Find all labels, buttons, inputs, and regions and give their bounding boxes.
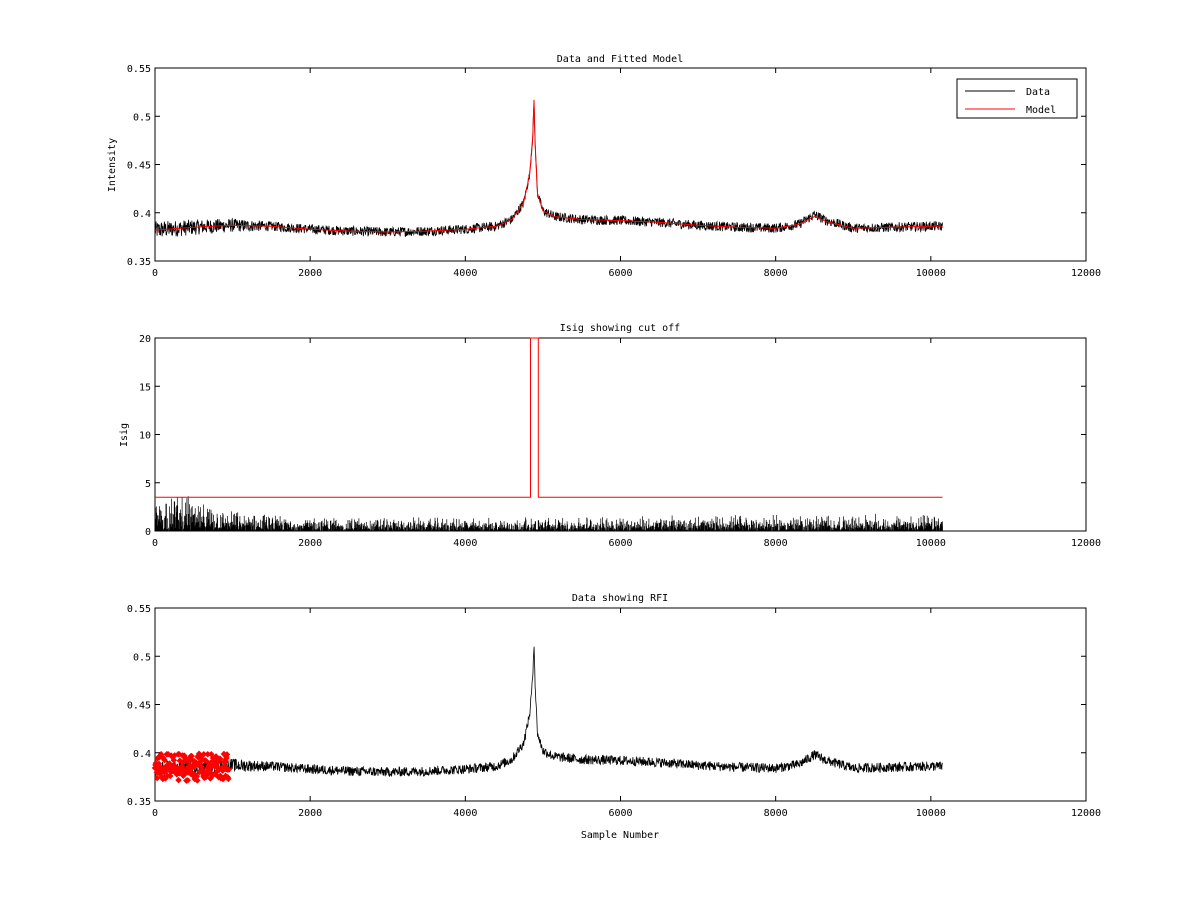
- subplot-3-series: [151, 646, 943, 785]
- x-tick-label: 10000: [916, 538, 946, 549]
- subplot-2-ticks: 0 2000 4000 6000 8000 10000 12000 0 5 10 15 20: [139, 334, 1101, 549]
- subplot-3-xlabel: Sample Number: [581, 830, 659, 841]
- y-tick-label: 0.5: [133, 652, 151, 663]
- x-tick-label: 4000: [453, 538, 477, 549]
- subplot-1: Data and Fitted Model 0 2000 4000 6000 8000 1…: [107, 54, 1101, 279]
- series-line-noisy: [154, 646, 943, 778]
- y-tick-label: 0.45: [127, 701, 151, 712]
- subplot-1-axes: [154, 67, 1087, 262]
- subplot-2-series: [154, 337, 943, 531]
- rfi-marker: [223, 751, 231, 758]
- subplot-3: Data showing RFI 0 2000 4000 6000 8000 10000 1…: [127, 593, 1101, 841]
- rfi-marker: [184, 776, 192, 784]
- x-tick-label: 0: [152, 808, 158, 819]
- y-tick-label: 10: [139, 431, 151, 442]
- rfi-marker: [170, 756, 178, 764]
- y-tick-label: 0: [145, 527, 151, 538]
- series-line: [155, 337, 943, 498]
- rfi-marker: [216, 755, 224, 762]
- subplot-2-title: Isig showing cut off: [560, 323, 680, 334]
- x-tick-label: 6000: [608, 268, 632, 279]
- y-tick-label: 0.55: [127, 64, 151, 75]
- y-tick-label: 0.45: [127, 161, 151, 172]
- subplot-1-title: Data and Fitted Model: [557, 54, 683, 65]
- x-tick-label: 12000: [1071, 808, 1101, 819]
- series-line: [154, 99, 943, 233]
- legend: Data Model: [956, 78, 1078, 119]
- y-tick-label: 0.35: [127, 797, 151, 808]
- subplot-3-title: Data showing RFI: [572, 593, 668, 604]
- x-tick-label: 4000: [453, 268, 477, 279]
- subplot-3-axes: [154, 607, 1087, 802]
- rfi-marker: [225, 766, 233, 773]
- x-tick-label: 6000: [608, 808, 632, 819]
- subplot-2-ylabel: Isig: [119, 423, 130, 447]
- legend-model-label: Model: [1026, 105, 1056, 116]
- rfi-marker: [220, 762, 228, 770]
- y-tick-label: 0.35: [127, 257, 151, 268]
- rfi-marker: [175, 750, 183, 758]
- x-tick-label: 2000: [298, 268, 322, 279]
- rfi-marker: [224, 775, 232, 783]
- subplot-2: Isig showing cut off 0 2000 4000 6000 8000 10…: [119, 323, 1101, 549]
- subplot-3-ticks: 0 2000 4000 6000 8000 10000 12000 0.35 0.4 0.45 0.…: [127, 604, 1101, 819]
- legend-data-label: Data: [1026, 87, 1050, 98]
- x-tick-label: 10000: [916, 268, 946, 279]
- x-tick-label: 2000: [298, 538, 322, 549]
- rfi-marker: [176, 757, 184, 765]
- y-tick-label: 0.5: [133, 112, 151, 123]
- y-tick-label: 5: [145, 479, 151, 490]
- rfi-marker: [166, 772, 174, 780]
- legend-box: [956, 78, 1078, 119]
- x-tick-label: 8000: [764, 538, 788, 549]
- y-tick-label: 0.4: [133, 749, 151, 760]
- y-tick-label: 15: [139, 382, 151, 393]
- x-tick-label: 2000: [298, 808, 322, 819]
- x-tick-label: 8000: [764, 808, 788, 819]
- rfi-marker: [206, 768, 213, 775]
- y-tick-label: 0.4: [133, 209, 151, 220]
- x-tick-label: 4000: [453, 808, 477, 819]
- subplot-1-ticks: 0 2000 4000 6000 8000 10000 12000 0.35 0.4 0.45 0.…: [127, 64, 1101, 279]
- y-tick-label: 0.55: [127, 604, 151, 615]
- rfi-marker: [161, 756, 168, 764]
- x-tick-label: 12000: [1071, 268, 1101, 279]
- series-rfi-markers: [151, 750, 233, 785]
- y-tick-label: 20: [139, 334, 151, 345]
- x-tick-label: 8000: [764, 268, 788, 279]
- x-tick-label: 12000: [1071, 538, 1101, 549]
- subplot-1-ylabel: Intensity: [107, 138, 118, 192]
- subplot-1-series: [154, 99, 943, 237]
- rfi-marker: [193, 777, 201, 784]
- x-tick-label: 0: [152, 538, 158, 549]
- subplot-2-axes: [154, 337, 1087, 532]
- x-tick-label: 10000: [916, 808, 946, 819]
- x-tick-label: 0: [152, 268, 158, 279]
- x-tick-label: 6000: [608, 538, 632, 549]
- rfi-marker: [175, 776, 182, 784]
